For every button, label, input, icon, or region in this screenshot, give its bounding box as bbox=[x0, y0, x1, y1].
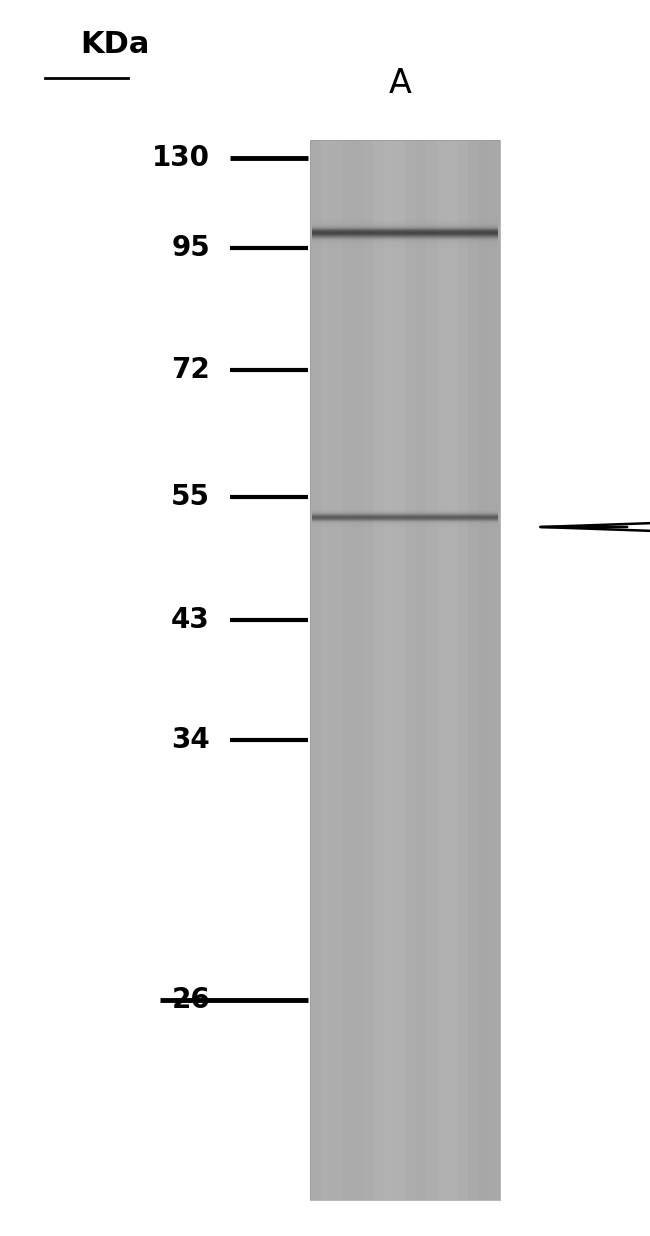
Bar bbox=[415, 140, 426, 1200]
Bar bbox=[489, 140, 500, 1200]
Text: 26: 26 bbox=[171, 986, 210, 1014]
Bar bbox=[352, 140, 363, 1200]
Text: A: A bbox=[389, 67, 411, 100]
Bar bbox=[384, 140, 395, 1200]
Bar bbox=[342, 140, 352, 1200]
Bar bbox=[447, 140, 458, 1200]
Bar bbox=[458, 140, 469, 1200]
Text: 55: 55 bbox=[171, 483, 210, 510]
Bar bbox=[426, 140, 437, 1200]
Bar bbox=[331, 140, 342, 1200]
Text: 95: 95 bbox=[171, 234, 210, 262]
Text: 34: 34 bbox=[171, 726, 210, 754]
Bar bbox=[373, 140, 384, 1200]
Text: 72: 72 bbox=[171, 356, 210, 384]
Bar bbox=[363, 140, 373, 1200]
Text: 43: 43 bbox=[171, 606, 210, 634]
Bar bbox=[320, 140, 331, 1200]
Text: KDa: KDa bbox=[80, 30, 150, 59]
Bar bbox=[479, 140, 489, 1200]
Bar bbox=[310, 140, 500, 1200]
Text: 130: 130 bbox=[152, 145, 210, 172]
Bar bbox=[395, 140, 405, 1200]
Bar bbox=[437, 140, 447, 1200]
Bar bbox=[469, 140, 479, 1200]
Bar bbox=[405, 140, 415, 1200]
Bar bbox=[310, 140, 320, 1200]
